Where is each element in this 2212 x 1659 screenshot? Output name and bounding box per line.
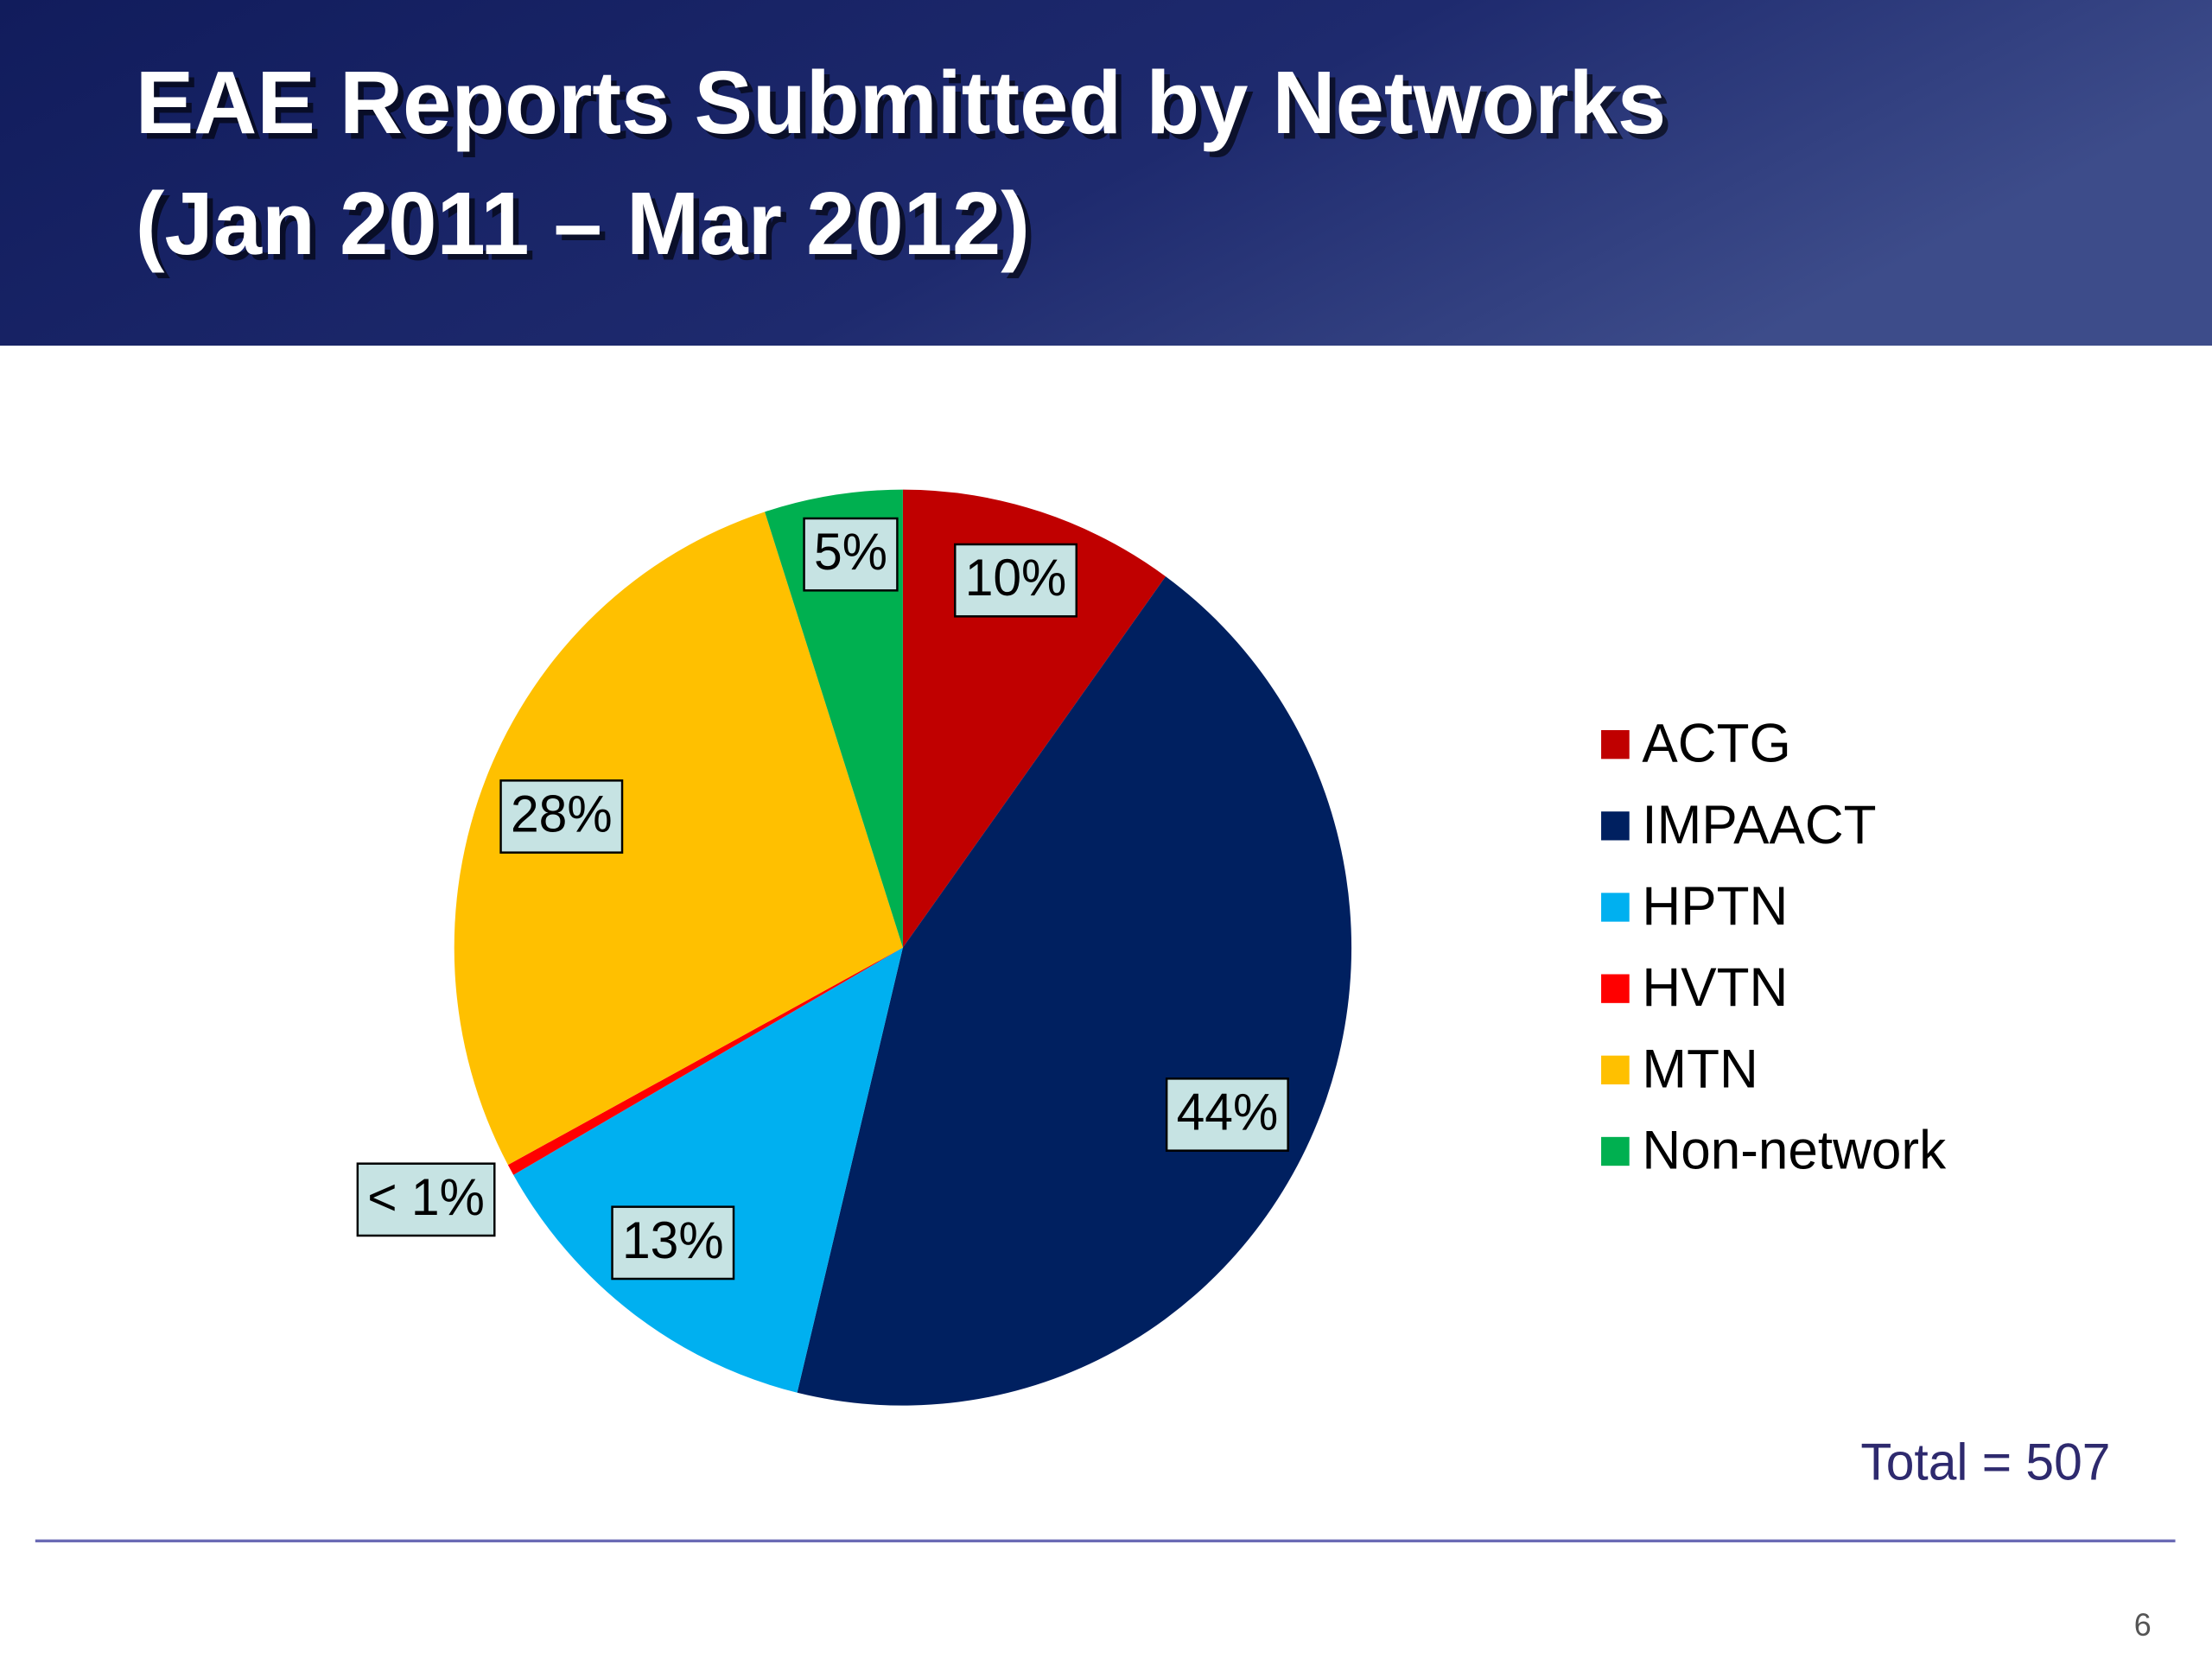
- data-label-box: [356, 1162, 496, 1237]
- legend-swatch: [1601, 811, 1630, 841]
- legend-swatch: [1601, 974, 1630, 1003]
- subtitle-shadow: (Jan 2011 – Mar 2012): [141, 179, 1035, 279]
- legend: ACTG IMPAACT HPTN HVTN MTN Non-network: [1601, 713, 1947, 1181]
- data-label-text: 13%: [622, 1211, 724, 1269]
- title-shadow: EAE Reports Submitted by Networks: [141, 58, 1671, 158]
- data-label-box: [1165, 1077, 1289, 1152]
- legend-label: ACTG: [1642, 713, 1790, 774]
- data-label-box: [611, 1205, 735, 1281]
- legend-label: MTN: [1642, 1039, 1758, 1100]
- pie-slice: [797, 576, 1352, 1406]
- data-label-text: 5%: [814, 523, 887, 582]
- data-labels: 10% 44% 13% < 1% 28% 5%: [356, 517, 1289, 1281]
- data-label: 5%: [803, 517, 899, 592]
- data-label: 13%: [611, 1205, 735, 1281]
- legend-swatch: [1601, 1055, 1630, 1084]
- annotation: Total = 507: [1860, 1433, 2110, 1491]
- chart-subtitle: (Jan 2011 – Mar 2012): [136, 173, 1030, 273]
- legend-swatch: [1601, 730, 1630, 760]
- legend-label: IMPAACT: [1642, 794, 1876, 855]
- header-band: [0, 0, 2212, 346]
- data-label-box: [803, 517, 899, 592]
- data-label-text: 44%: [1177, 1083, 1279, 1141]
- data-label-text: < 1%: [367, 1167, 485, 1226]
- legend-swatch: [1601, 1136, 1630, 1166]
- legend-label: HVTN: [1642, 957, 1788, 1019]
- data-label-box: [954, 543, 1077, 618]
- legend-swatch: [1601, 893, 1630, 922]
- pie: [454, 489, 1352, 1406]
- chart-title: EAE Reports Submitted by Networks: [136, 52, 1666, 152]
- data-label-text: 10%: [965, 549, 1067, 607]
- pie-slice: [513, 947, 903, 1393]
- data-label-box: [499, 779, 624, 854]
- pie-slice: [507, 947, 903, 1175]
- page-number: 6: [2134, 1607, 2152, 1643]
- legend-label: Non-network: [1642, 1120, 1946, 1181]
- data-label: 44%: [1165, 1077, 1289, 1152]
- pie-slice: [765, 489, 903, 948]
- data-label: 10%: [954, 543, 1077, 618]
- data-label-text: 28%: [511, 785, 613, 843]
- pie-slice: [454, 512, 903, 1166]
- legend-label: HPTN: [1642, 875, 1788, 937]
- data-label: 28%: [499, 779, 624, 854]
- data-label: < 1%: [356, 1162, 496, 1237]
